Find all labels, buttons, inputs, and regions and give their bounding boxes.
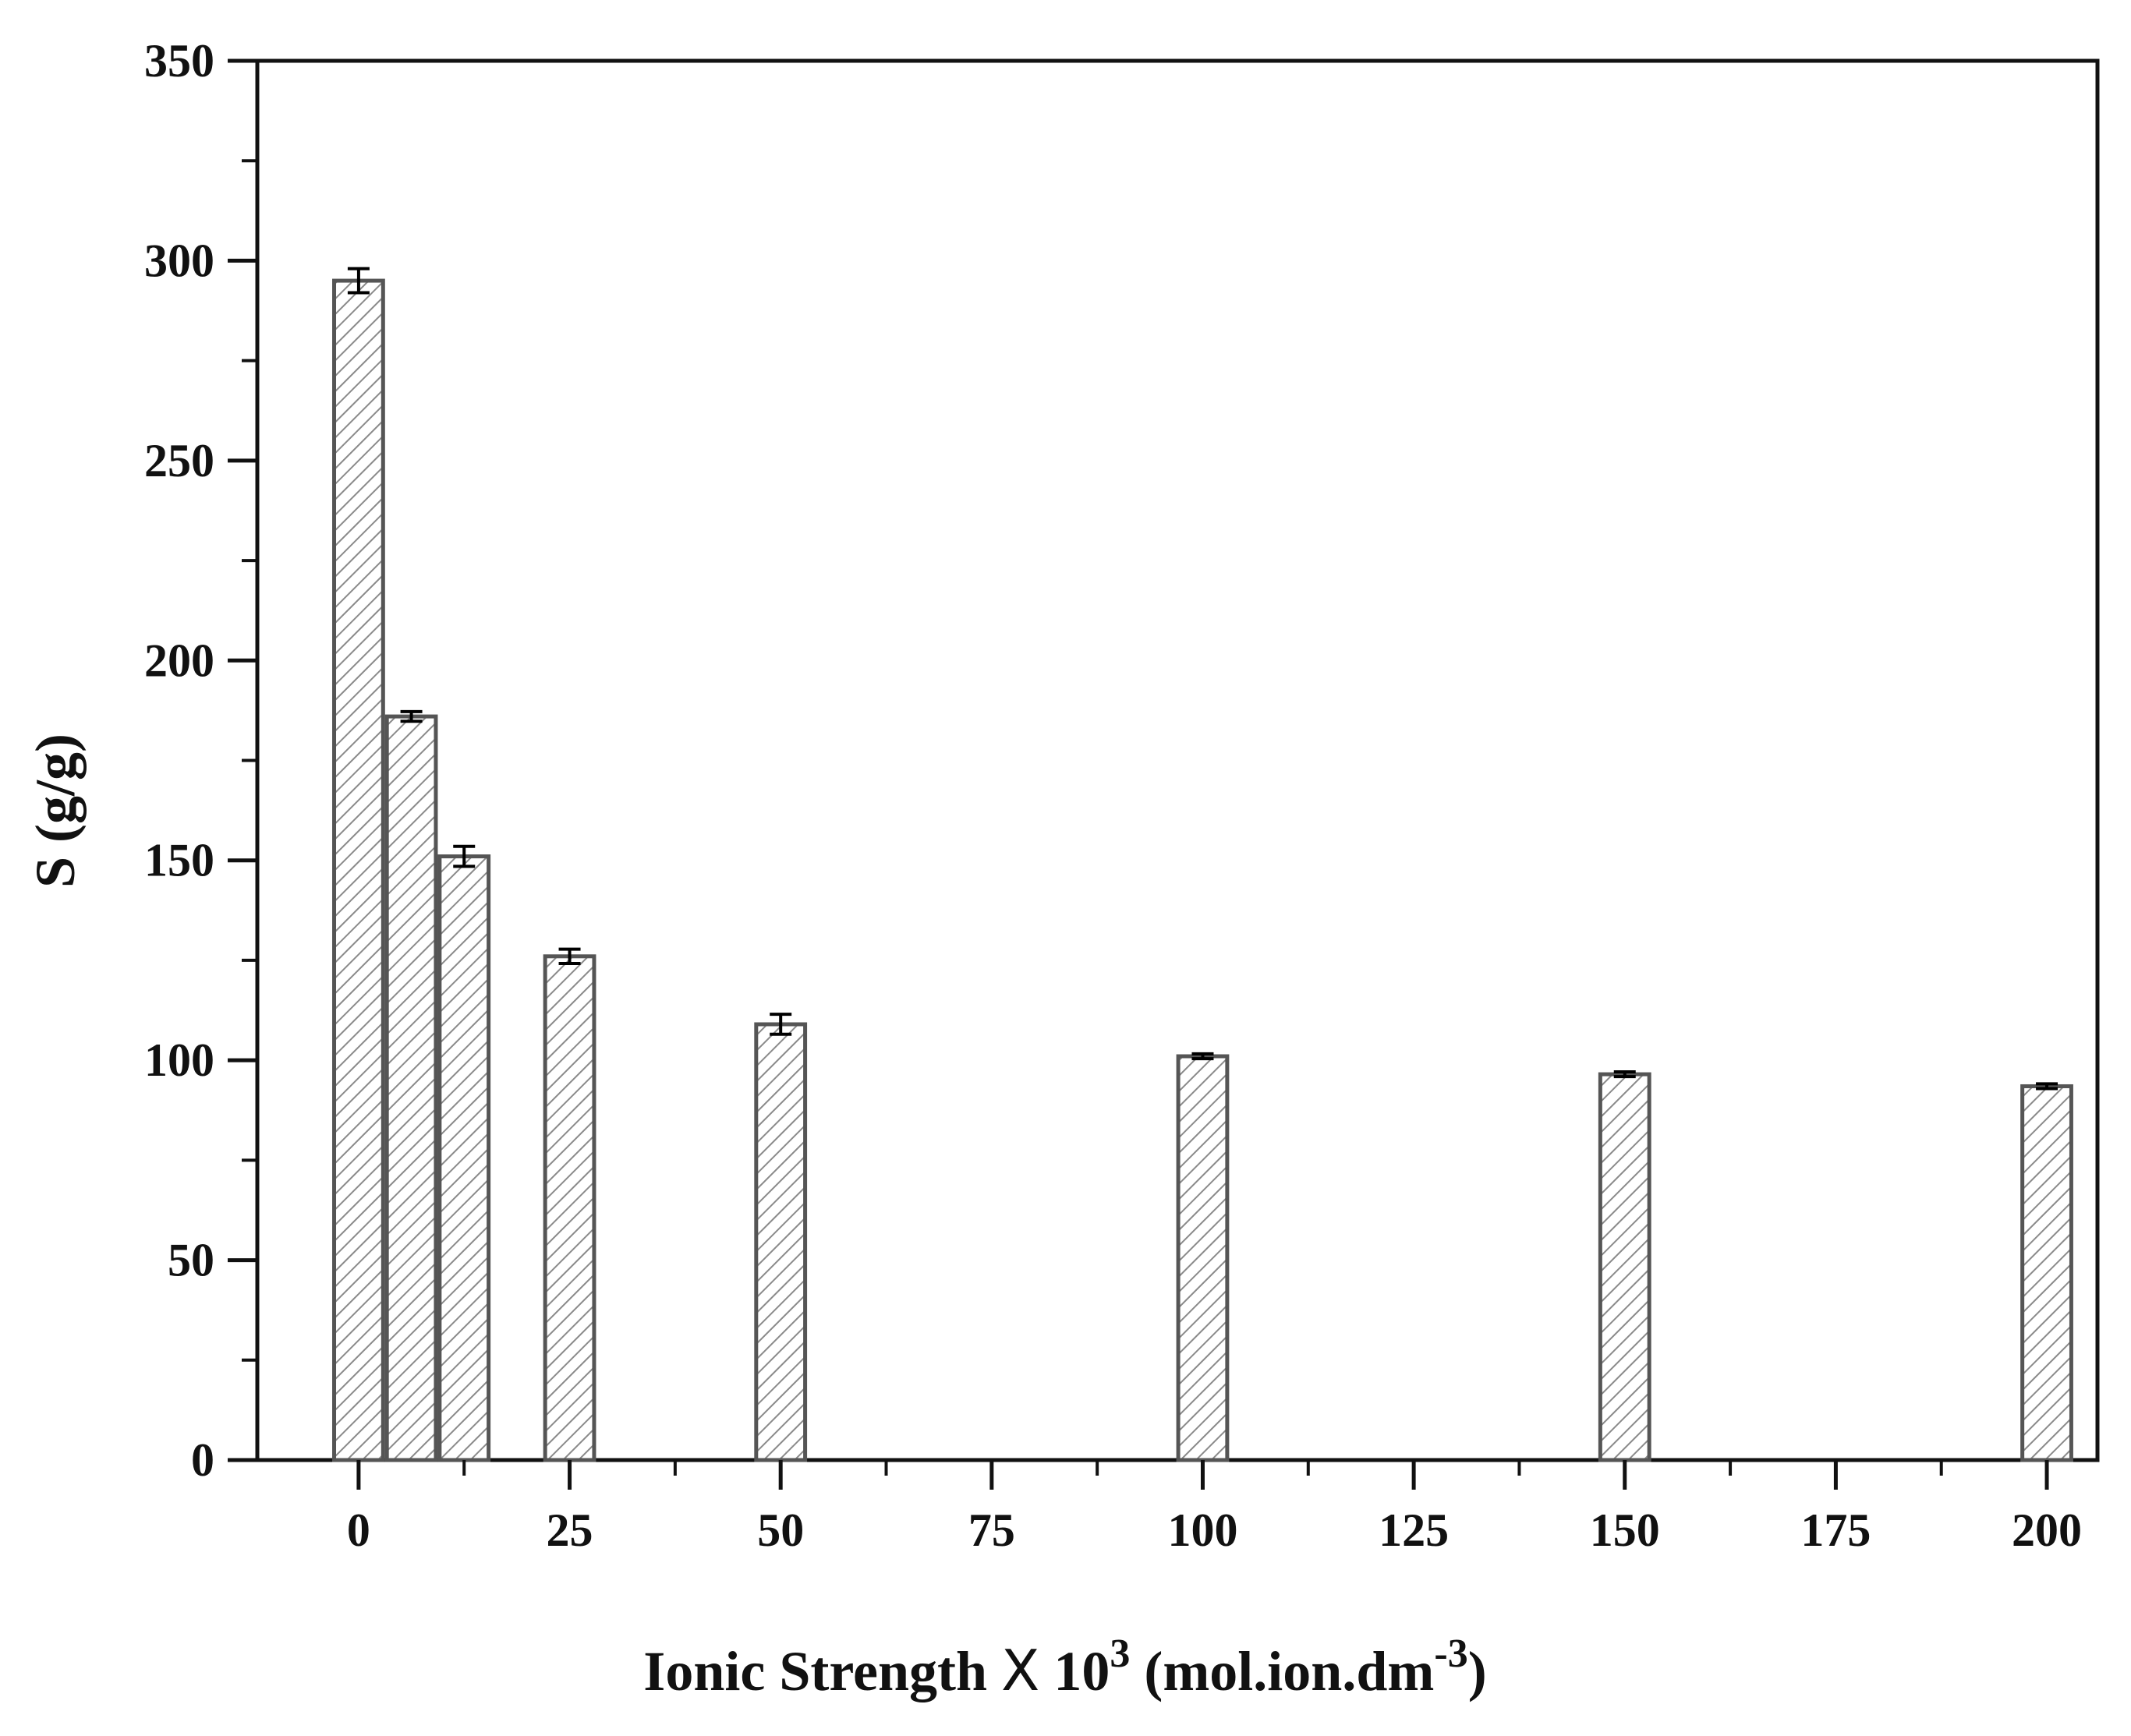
y-axis-label: S (g/g) (24, 734, 87, 888)
y-tick-label: 0 (191, 1434, 214, 1486)
y-tick-label: 150 (144, 835, 214, 886)
x-tick-label: 150 (1590, 1504, 1660, 1556)
x-tick-label: 125 (1379, 1504, 1449, 1556)
x-tick-label: 75 (968, 1504, 1015, 1556)
x-tick-label: 25 (547, 1504, 593, 1556)
x-tick-label: 175 (1800, 1504, 1871, 1556)
bar (1176, 1054, 1230, 1462)
y-tick-label: 100 (144, 1034, 214, 1086)
bar (384, 714, 438, 1462)
y-axis: 0 50 100 150 200 250 300 350 (144, 35, 257, 1486)
x-tick-label: 50 (757, 1504, 804, 1556)
y-tick-label: 50 (168, 1235, 214, 1286)
y-tick-label: 350 (144, 35, 214, 87)
x-tick-label: 200 (2012, 1504, 2082, 1556)
x-axis-label-base: 10 (1039, 1640, 1110, 1702)
bar (332, 278, 385, 1462)
x-axis-label-prefix: Ionic Strength (643, 1640, 1001, 1702)
x-tick-label: 100 (1167, 1504, 1237, 1556)
x-axis-label-times: X (1001, 1638, 1039, 1703)
x-tick-label: 0 (347, 1504, 370, 1556)
x-axis-label-unit-close: ) (1468, 1640, 1487, 1702)
x-axis-label-unit-open: (mol.ion.dm (1130, 1640, 1434, 1702)
x-axis-label-exp: 3 (1110, 1632, 1130, 1676)
x-axis-label: Ionic Strength X 103 (mol.ion.dm-3) (643, 1632, 1486, 1703)
y-tick-label: 200 (144, 635, 214, 686)
bar (1598, 1072, 1651, 1462)
y-tick-label: 300 (144, 235, 214, 286)
bar (2020, 1084, 2073, 1462)
y-tick-label: 250 (144, 435, 214, 486)
bar (543, 954, 596, 1462)
bar (754, 1022, 808, 1462)
plot-area (255, 58, 2100, 1462)
x-axis-label-unit-exp: -3 (1434, 1632, 1467, 1676)
bar (437, 854, 491, 1462)
x-axis: 0 25 50 75 100 125 150 175 200 (347, 1460, 2082, 1556)
